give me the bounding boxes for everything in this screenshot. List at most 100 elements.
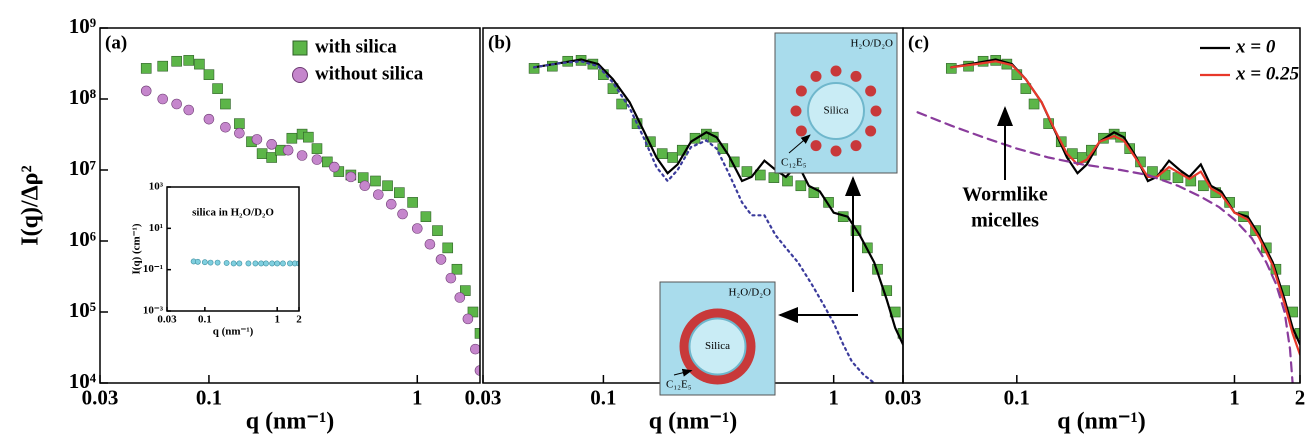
y-axis-label: I(q) (cm⁻¹) <box>131 223 143 274</box>
legend-label: x = 0 <box>1235 36 1276 57</box>
surfactant <box>795 125 807 137</box>
marker <box>234 118 245 129</box>
marker <box>768 172 780 183</box>
inset-title: silica in H₂O/D₂O <box>192 207 274 219</box>
schematic-label: Silica <box>823 105 848 117</box>
surfactant <box>870 105 882 117</box>
y-tick-label: 10⁻³ <box>143 305 164 317</box>
marker <box>140 63 152 74</box>
y-tick-label: 10⁶ <box>69 227 96 251</box>
marker <box>667 152 679 163</box>
x-tick-label: 2 <box>296 313 302 325</box>
marker <box>407 197 418 208</box>
marker <box>171 98 182 110</box>
marker <box>459 285 471 296</box>
marker <box>157 93 169 105</box>
marker <box>451 263 463 275</box>
x-tick-label: 0.03 <box>82 386 119 410</box>
marker <box>467 306 479 318</box>
y-tick-label: 10³ <box>149 181 164 193</box>
marker <box>183 55 195 66</box>
marker <box>432 225 443 236</box>
marker <box>474 328 480 339</box>
marker <box>220 98 231 110</box>
x-axis-label: q (nm⁻¹) <box>649 408 738 434</box>
surfactant <box>850 70 862 82</box>
marker <box>411 223 423 234</box>
marker <box>656 148 668 159</box>
surfactant <box>830 65 842 77</box>
marker <box>616 98 627 110</box>
y-tick-label: 10⁴ <box>69 369 97 393</box>
schematic-label: C₁₂E₅ <box>781 157 807 169</box>
marker <box>741 166 753 177</box>
axes-frame <box>99 27 481 384</box>
marker <box>203 113 215 125</box>
marker <box>171 55 182 67</box>
schematic-label: H₂O/D₂O <box>728 287 771 299</box>
marker <box>1028 98 1040 110</box>
marker <box>754 169 766 181</box>
marker <box>183 104 195 116</box>
marker <box>230 260 237 267</box>
surfactant <box>810 140 822 152</box>
marker <box>296 150 308 161</box>
marker <box>252 260 259 267</box>
marker <box>280 260 286 267</box>
marker <box>140 85 152 97</box>
pointer <box>788 134 811 154</box>
panel-label: (b) <box>488 32 511 53</box>
x-tick-label: 0.03 <box>157 313 177 325</box>
schematic-label: H₂O/D₂O <box>850 38 893 50</box>
marker <box>194 258 201 265</box>
marker <box>286 132 298 144</box>
panel: 0.03 0.1 1 2 q (nm⁻¹) (c) x = 0 x = 0.25 Wormlik… <box>885 27 1305 434</box>
marker <box>220 121 231 133</box>
silica-core <box>807 82 865 140</box>
x-axis-label: q (nm⁻¹) <box>1057 408 1146 434</box>
series-line <box>533 58 903 346</box>
marker <box>454 292 466 303</box>
marker <box>263 260 269 267</box>
marker <box>795 180 807 192</box>
x-axis-label: q (nm⁻¹) <box>246 408 335 434</box>
marker <box>311 143 323 154</box>
marker <box>373 189 384 200</box>
marker <box>203 69 215 80</box>
plot-area <box>190 258 299 267</box>
pointer <box>673 368 693 377</box>
series-line <box>916 111 1294 383</box>
schematic-label: C₁₂E₅ <box>666 379 692 391</box>
y-tick-label: 10⁻¹ <box>143 263 163 275</box>
legend-label: without silica <box>315 63 424 84</box>
inset-background <box>167 187 299 311</box>
marker <box>547 60 558 72</box>
legend-label: with silica <box>315 36 397 57</box>
marker <box>256 148 268 159</box>
schematic-label: Silica <box>705 340 730 352</box>
marker <box>274 260 281 267</box>
y-tick-label: 10⁷ <box>69 156 96 180</box>
surfactant <box>790 105 802 117</box>
marker <box>269 260 276 267</box>
marker <box>385 198 397 210</box>
panel-label: (c) <box>908 32 929 53</box>
legend-marker <box>292 40 308 56</box>
x-tick-label: 0.1 <box>198 313 212 325</box>
marker <box>445 272 457 284</box>
series-line <box>950 60 1300 356</box>
axes-frame <box>902 27 1301 384</box>
x-tick-label: 1 <box>412 386 423 410</box>
marker <box>266 139 277 150</box>
x-tick-label: 0.1 <box>196 386 222 410</box>
marker <box>442 242 454 254</box>
axes-frame <box>166 186 300 312</box>
marker <box>236 260 243 267</box>
marker <box>207 259 214 266</box>
plot-area <box>528 55 903 383</box>
surfactant <box>865 85 877 97</box>
plot-area <box>140 55 480 376</box>
marker <box>420 211 432 222</box>
y-tick-label: 10⁵ <box>69 298 96 322</box>
marker <box>370 175 381 187</box>
